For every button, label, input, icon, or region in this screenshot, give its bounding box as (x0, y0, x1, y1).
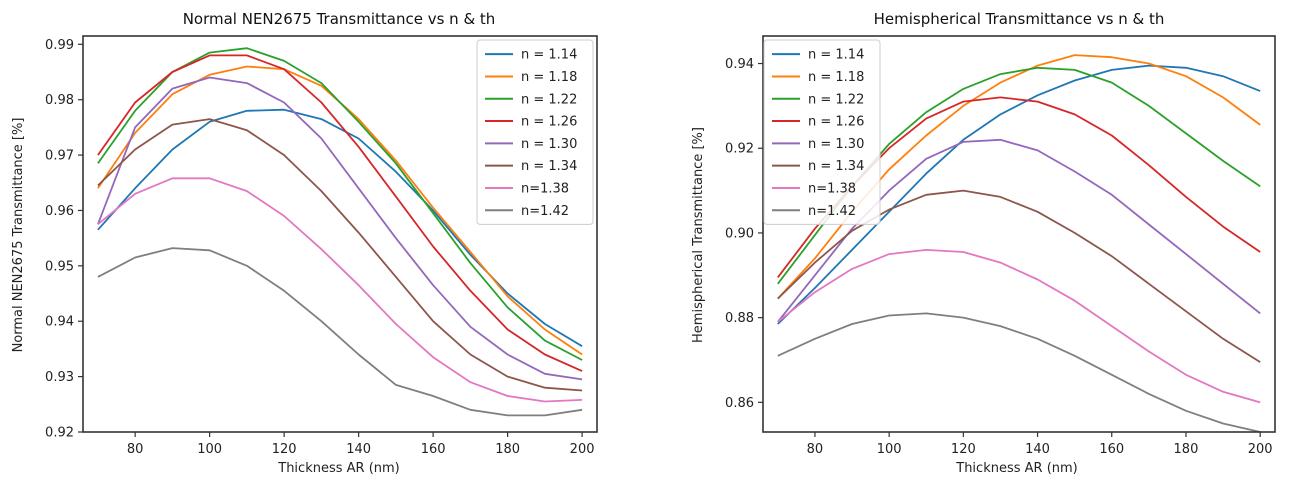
x-tick-label: 80 (807, 442, 824, 457)
legend-label: n = 1.26 (808, 115, 864, 130)
legend-label: n = 1.34 (521, 159, 577, 174)
legend-label: n = 1.30 (521, 137, 577, 152)
x-tick-label: 160 (421, 442, 446, 457)
x-tick-label: 120 (272, 442, 297, 457)
series-line (97, 108, 583, 347)
x-tick-label: 160 (1099, 442, 1124, 457)
chart-right: Hemispherical Transmittance vs n & th Th… (691, 10, 1276, 476)
legend-label: n=1.38 (808, 181, 856, 196)
legend-label: n = 1.30 (808, 137, 864, 152)
y-tick-label: 0.86 (725, 396, 754, 411)
series-line (777, 312, 1261, 433)
x-tick-label: 140 (346, 442, 371, 457)
x-tick-label: 180 (1174, 442, 1199, 457)
legend-label: n=1.38 (521, 181, 569, 196)
x-tick-label: 120 (951, 442, 976, 457)
plot-area: 80 100 120 140 160 180 200 0.92 0.93 0.94 0.95 0.96… (45, 35, 598, 457)
x-tick-label: 100 (197, 442, 222, 457)
legend-label: n = 1.18 (808, 70, 864, 85)
series-line (97, 177, 583, 403)
y-tick-label: 0.88 (725, 311, 754, 326)
series-line (97, 247, 583, 417)
x-axis-label: Thickness AR (nm) (277, 461, 400, 476)
legend-label: n = 1.22 (521, 92, 577, 107)
legend-label: n = 1.22 (808, 92, 864, 107)
chart-left: Normal NEN2675 Transmittance vs n & th T… (11, 10, 598, 476)
legend-box (476, 39, 594, 225)
x-tick-label: 100 (877, 442, 902, 457)
x-tick-label: 200 (1248, 442, 1273, 457)
legend-label: n=1.42 (521, 204, 569, 219)
series-line (777, 64, 1261, 325)
y-tick-label: 0.92 (725, 142, 754, 157)
series-line (97, 76, 583, 381)
y-tick-label: 0.98 (45, 93, 74, 108)
y-tick-label: 0.94 (45, 315, 74, 330)
x-axis-label: Thickness AR (nm) (955, 461, 1078, 476)
legend-box (763, 39, 881, 225)
x-tick-label: 140 (1025, 442, 1050, 457)
y-tick-label: 0.90 (725, 226, 754, 241)
y-tick-label: 0.96 (45, 204, 74, 219)
plot-area: 80 100 120 140 160 180 200 0.86 0.88 0.90 0.92 0.94… (725, 35, 1276, 457)
series-line (777, 189, 1261, 363)
series-line (97, 118, 583, 392)
legend-label: n = 1.14 (521, 48, 577, 63)
y-axis-label: Hemispherical Transmittance [%] (691, 127, 706, 343)
legend-label: n = 1.34 (808, 159, 864, 174)
chart-title: Normal NEN2675 Transmittance vs n & th (183, 10, 496, 28)
plot-frame (82, 35, 598, 433)
y-axis-label: Normal NEN2675 Transmittance [%] (11, 118, 26, 353)
series-line (97, 54, 583, 372)
x-tick-label: 80 (127, 442, 144, 457)
y-tick-label: 0.94 (725, 57, 754, 72)
y-tick-label: 0.95 (45, 259, 74, 274)
legend-label: n = 1.18 (521, 70, 577, 85)
plot-frame (762, 35, 1276, 433)
y-tick-label: 0.93 (45, 370, 74, 385)
x-tick-label: 200 (570, 442, 595, 457)
y-tick-label: 0.92 (45, 426, 74, 441)
x-tick-label: 180 (495, 442, 520, 457)
y-tick-label: 0.97 (45, 149, 74, 164)
legend-label: n=1.42 (808, 204, 856, 219)
series-line (777, 248, 1261, 404)
chart-title: Hemispherical Transmittance vs n & th (874, 10, 1165, 28)
y-tick-label: 0.99 (45, 38, 74, 53)
legend-label: n = 1.26 (521, 115, 577, 130)
legend-label: n = 1.14 (808, 48, 864, 63)
